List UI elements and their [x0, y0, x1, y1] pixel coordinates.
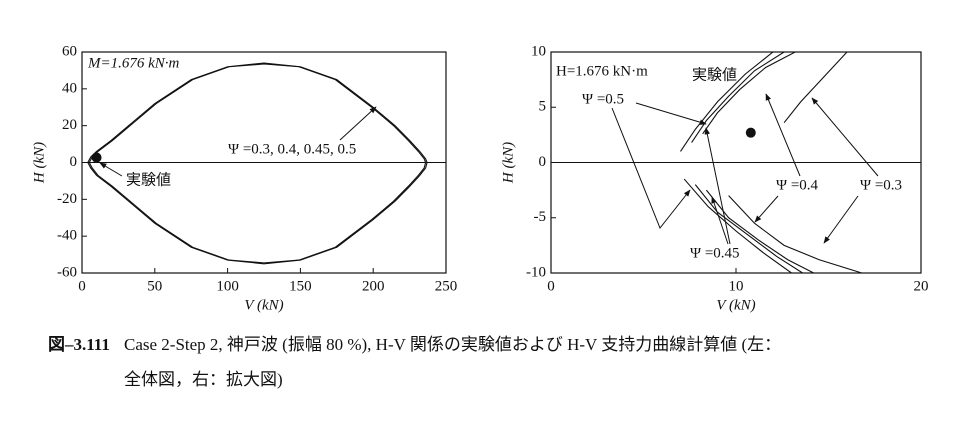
- x-tick-label: 250: [435, 278, 458, 294]
- x-tick-label: 0: [78, 278, 86, 294]
- y-tick-label: -10: [526, 264, 546, 280]
- arrow: [339, 106, 377, 141]
- arrow: [811, 97, 879, 177]
- annotation: Ψ =0.5: [582, 91, 624, 107]
- caption-line: 全体図，右：拡大図): [124, 370, 283, 389]
- arrow: [99, 162, 123, 177]
- annotation: Ψ =0.45: [690, 245, 740, 261]
- y-tick-label: 5: [539, 99, 547, 115]
- arrow: [823, 195, 859, 244]
- curve: [683, 178, 792, 273]
- curve: [694, 184, 803, 273]
- y-tick-label: 20: [62, 117, 77, 133]
- y-tick-label: 0: [539, 154, 547, 170]
- annotation: 実験値: [692, 66, 737, 83]
- annotation: 実験値: [126, 171, 171, 188]
- arrow: [704, 127, 731, 245]
- y-tick-label: -5: [534, 209, 547, 225]
- arrow: [711, 196, 729, 245]
- annotation: H=1.676 kN·m: [556, 63, 648, 79]
- annotation: Ψ =0.3: [860, 177, 902, 193]
- curve: [87, 62, 428, 265]
- arrow: [765, 93, 801, 177]
- curve: [728, 195, 862, 273]
- curve: [680, 52, 774, 152]
- caption-label: 図–3.111: [48, 335, 110, 354]
- y-tick-label: -20: [57, 191, 77, 207]
- caption-line: Case 2-Step 2, 神戸波 (振幅 80 %), H-V 関係の実験値…: [124, 335, 781, 354]
- x-tick-label: 150: [289, 278, 312, 294]
- y-tick-label: -60: [57, 264, 77, 280]
- annotation: Ψ =0.4: [776, 177, 819, 193]
- curve: [702, 52, 796, 135]
- experiment-point: [91, 152, 102, 163]
- x-tick-label: 0: [547, 278, 555, 294]
- y-axis-label: H (kN): [500, 142, 516, 184]
- experiment-point: [745, 127, 756, 138]
- annotation: M=1.676 kN·m: [87, 55, 180, 71]
- x-axis-label: V (kN): [716, 297, 755, 313]
- y-tick-label: 40: [62, 80, 77, 96]
- x-tick-label: 200: [362, 278, 385, 294]
- curve: [705, 189, 814, 273]
- y-tick-label: -40: [57, 228, 77, 244]
- curve: [691, 52, 785, 143]
- arrow: [635, 102, 707, 125]
- x-axis-label: V (kN): [244, 297, 283, 313]
- x-tick-label: 100: [216, 278, 239, 294]
- arrow: [754, 195, 779, 223]
- x-tick-label: 10: [729, 278, 744, 294]
- curve: [88, 63, 427, 264]
- y-axis-label: H (kN): [31, 142, 47, 184]
- x-tick-label: 50: [147, 278, 162, 294]
- arrow: [611, 107, 691, 229]
- y-tick-label: 0: [70, 154, 78, 170]
- y-tick-label: 60: [62, 43, 77, 59]
- annotation: Ψ =0.3, 0.4, 0.45, 0.5: [228, 141, 356, 157]
- x-tick-label: 20: [914, 278, 929, 294]
- curve: [783, 52, 848, 124]
- y-tick-label: 10: [531, 43, 546, 59]
